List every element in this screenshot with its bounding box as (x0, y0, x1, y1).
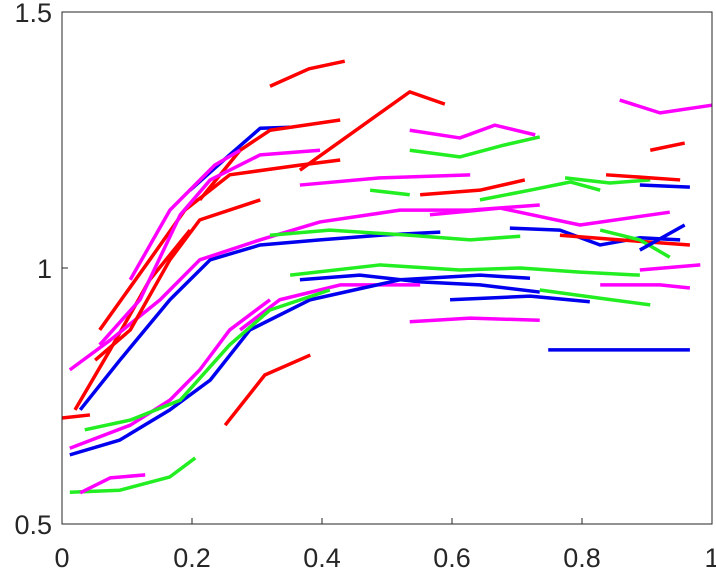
data-line (564, 176, 651, 185)
plot-area (62, 12, 712, 524)
data-line (298, 90, 446, 172)
data-line (299, 173, 471, 187)
data-line (409, 123, 536, 140)
data-line (599, 228, 671, 259)
data-line (61, 413, 91, 420)
data-line (69, 298, 272, 450)
x-tick-label: 0.2 (173, 543, 211, 573)
data-line (79, 473, 146, 495)
data-line (84, 288, 331, 432)
data-line (559, 233, 691, 247)
data-line (639, 263, 701, 272)
data-line (605, 173, 681, 182)
data-line (69, 273, 531, 457)
data-line (449, 294, 590, 304)
data-line (420, 178, 526, 197)
data-line (369, 188, 410, 197)
data-line (539, 288, 651, 307)
data-line (98, 158, 341, 331)
y-tick-label: 1.5 (14, 0, 52, 28)
data-line (269, 59, 346, 88)
data-line (409, 135, 541, 159)
y-tick-label: 0.5 (14, 510, 52, 540)
y-tick-label: 1 (37, 254, 52, 284)
data-line (94, 198, 261, 362)
data-line (600, 283, 691, 290)
data-line (223, 353, 312, 427)
data-line (619, 98, 713, 115)
data-line (649, 141, 686, 152)
data-line (289, 263, 640, 277)
data-line (479, 180, 601, 202)
x-tick-label: 1 (704, 543, 716, 573)
x-tick-label: 0.6 (433, 543, 471, 573)
data-line (98, 148, 321, 346)
data-line (409, 316, 540, 324)
data-line (188, 125, 291, 192)
data-line (639, 183, 690, 189)
data-line (299, 273, 540, 294)
data-line (128, 148, 241, 281)
data-line (68, 203, 540, 372)
data-line (78, 230, 441, 411)
data-line (69, 456, 197, 495)
data-line (509, 226, 681, 247)
x-tick-label: 0.8 (563, 543, 601, 573)
data-line (73, 229, 192, 411)
data-line (269, 228, 521, 242)
x-tick-label: 0 (54, 543, 69, 573)
x-tick-label: 0.4 (303, 543, 341, 573)
data-line (429, 206, 670, 227)
data-line (638, 223, 686, 252)
